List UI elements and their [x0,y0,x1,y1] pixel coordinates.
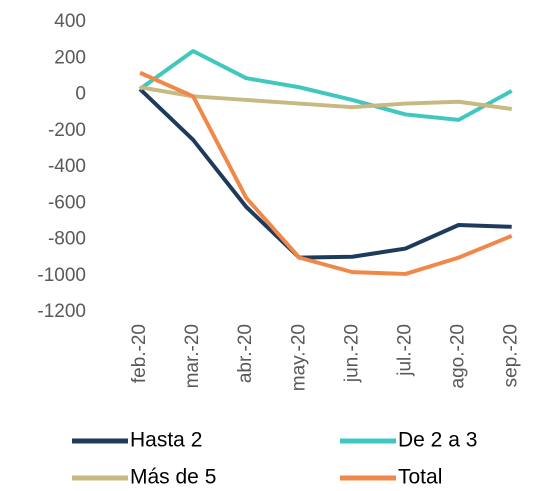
y-tick-label: 200 [54,47,86,68]
legend-label: Hasta 2 [130,429,202,452]
series-line [138,87,512,260]
legend-label: Más de 5 [130,466,216,489]
y-tick-label: -600 [48,192,86,213]
y-tick-label: -1000 [37,265,86,286]
x-tick-label: abr.-20 [235,324,256,383]
x-tick-label: ago.-20 [448,324,469,388]
x-tick-label: may.-20 [288,324,309,391]
y-tick-label: 400 [54,11,86,32]
x-tick-label: feb.-20 [129,324,150,383]
x-tick-label: sep.-20 [501,324,522,387]
y-tick-label: -1200 [37,301,86,322]
series-line [139,85,512,111]
legend-label: De 2 a 3 [398,429,477,452]
series-line [138,49,513,122]
y-tick-label: -400 [48,156,86,177]
legend-label: Total [398,466,442,489]
x-tick-label: jul.-20 [395,324,416,377]
y-tick-label: 0 [75,84,86,105]
y-tick-label: -800 [48,229,86,250]
series-line [139,70,513,276]
y-tick-label: -200 [48,120,86,141]
x-tick-label: mar.-20 [182,324,203,388]
x-tick-label: jun.-20 [341,324,362,383]
